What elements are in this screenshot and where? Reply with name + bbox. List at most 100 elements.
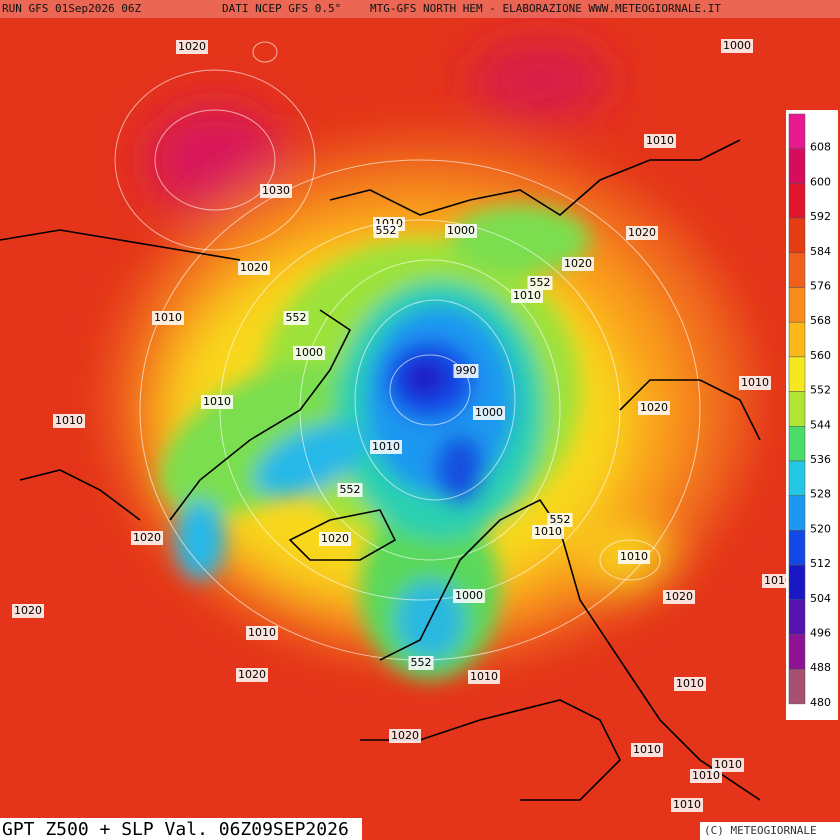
colorbar-label: 600	[810, 175, 831, 188]
label-box	[131, 531, 163, 545]
contour-label: 1000	[295, 346, 323, 359]
contour-label: 1000	[723, 39, 751, 52]
contour-label: 1020	[133, 531, 161, 544]
colorbar-label: 576	[810, 280, 831, 293]
contour-label: 1010	[372, 440, 400, 453]
contour-label: 1010	[248, 626, 276, 639]
colorbar-swatch	[788, 287, 806, 323]
contour-label: 1010	[513, 289, 541, 302]
label-box	[638, 401, 670, 415]
label-box	[445, 224, 477, 238]
label-box	[373, 224, 399, 238]
label-box	[618, 550, 650, 564]
colorbar-label: 592	[810, 210, 831, 223]
contour-label: 1010	[620, 550, 648, 563]
colorbar-label: 488	[810, 661, 831, 674]
contour-label: 1010	[676, 677, 704, 690]
label-box	[260, 184, 292, 198]
colorbar-label: 560	[810, 349, 831, 362]
header-run: RUN GFS 01Sep2026 06Z	[2, 2, 141, 15]
contour-label: 1020	[628, 226, 656, 239]
contour-label: 1020	[14, 604, 42, 617]
label-box	[712, 758, 744, 772]
colorbar-swatch	[788, 217, 806, 254]
contour-label: 990	[456, 364, 477, 377]
label-box	[690, 769, 722, 783]
label-box	[176, 40, 208, 54]
contour-label: 1010	[764, 574, 792, 587]
colorbar-label: 528	[810, 488, 831, 501]
label-box	[547, 513, 573, 527]
contour-label: 1020	[240, 261, 268, 274]
contour-label: 1010	[154, 311, 182, 324]
label-box	[721, 39, 753, 53]
colorbar-swatch	[788, 668, 806, 705]
label-box	[626, 226, 658, 240]
label-box	[473, 406, 505, 420]
label-box	[152, 311, 184, 325]
label-box	[238, 261, 270, 275]
colorbar-swatch	[788, 564, 806, 601]
colorbar-label: 504	[810, 592, 831, 605]
contour-label: 552	[550, 513, 571, 526]
label-box	[527, 276, 553, 290]
colorbar-label: 584	[810, 245, 831, 258]
label-box	[644, 134, 676, 148]
colorbar-label: 520	[810, 522, 831, 535]
label-box	[293, 346, 325, 360]
footer-copyright: (C) METEOGIORNALE	[704, 824, 817, 837]
colorbar-swatch	[788, 495, 806, 531]
contour-label: 1020	[564, 257, 592, 270]
colorbar-swatch	[788, 183, 806, 219]
contour-label: 1010	[633, 743, 661, 756]
label-box	[370, 440, 402, 454]
label-box	[236, 668, 268, 682]
contour-label: 1020	[178, 40, 206, 53]
contour-label: 1010	[673, 798, 701, 811]
contour-label: 1010	[741, 376, 769, 389]
colorbar-swatch	[788, 599, 806, 635]
label-box	[319, 532, 351, 546]
label-box	[468, 670, 500, 684]
label-box	[674, 677, 706, 691]
contour-label: 1010	[692, 769, 720, 782]
contour-label: 552	[411, 656, 432, 669]
colorbar-swatch	[788, 321, 806, 358]
label-box	[389, 729, 421, 743]
contour-label: 1000	[455, 589, 483, 602]
contour-label: 1000	[447, 224, 475, 237]
contour-label: 1020	[321, 532, 349, 545]
colorbar-swatch	[788, 426, 806, 462]
colorbar-swatch	[788, 148, 806, 184]
colorbar-label: 544	[810, 418, 831, 431]
label-box	[663, 590, 695, 604]
label-box	[453, 589, 485, 603]
label-box	[511, 289, 543, 303]
contour-label: 1020	[640, 401, 668, 414]
label-box	[453, 364, 479, 378]
label-box	[671, 798, 703, 812]
colorbar-label: 536	[810, 453, 831, 466]
footer-title: GPT Z500 + SLP Val. 06Z09SEP2026	[2, 819, 349, 840]
label-box	[739, 376, 771, 390]
contour-label: 1010	[203, 395, 231, 408]
label-box	[532, 525, 564, 539]
header-product: MTG-GFS NORTH HEM - ELABORAZIONE WWW.MET…	[370, 2, 721, 15]
label-box	[246, 626, 278, 640]
contour-label: 1010	[534, 525, 562, 538]
colorbar-swatch	[788, 113, 806, 149]
contour-label: 1020	[665, 590, 693, 603]
colorbar-swatch	[788, 460, 806, 496]
contour-label: 552	[340, 483, 361, 496]
contour-label: 552	[530, 276, 551, 289]
contour-label: 1010	[470, 670, 498, 683]
label-box	[201, 395, 233, 409]
contour-label: 1030	[262, 184, 290, 197]
contour-label: 1020	[238, 668, 266, 681]
contour-label: 1020	[391, 729, 419, 742]
colorbar-swatch	[788, 252, 806, 288]
contour-label: 1000	[475, 406, 503, 419]
